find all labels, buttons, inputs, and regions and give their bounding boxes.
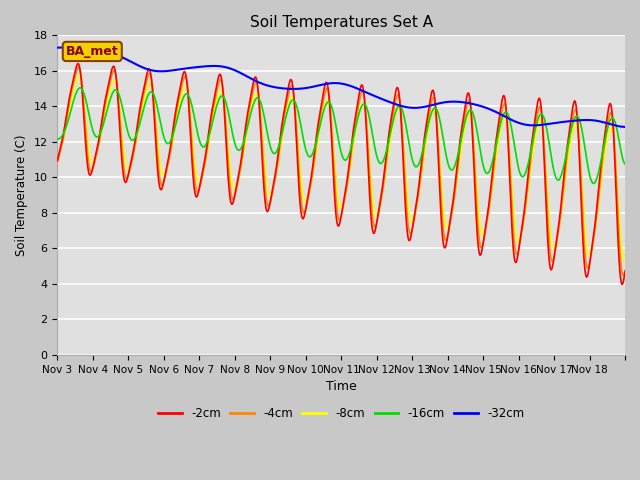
-16cm bbox=[275, 144, 282, 149]
-4cm bbox=[621, 268, 629, 274]
Line: -2cm: -2cm bbox=[58, 63, 625, 285]
-16cm bbox=[433, 106, 440, 112]
-32cm bbox=[253, 79, 261, 84]
-8cm bbox=[401, 154, 408, 159]
-2cm bbox=[275, 147, 282, 153]
-32cm bbox=[621, 124, 629, 130]
-32cm bbox=[73, 44, 81, 50]
Line: -32cm: -32cm bbox=[58, 47, 625, 127]
-32cm bbox=[275, 85, 282, 91]
-8cm bbox=[253, 91, 261, 97]
Title: Soil Temperatures Set A: Soil Temperatures Set A bbox=[250, 15, 433, 30]
X-axis label: Time: Time bbox=[326, 380, 356, 393]
-16cm bbox=[121, 116, 129, 121]
-2cm bbox=[621, 269, 629, 275]
-8cm bbox=[275, 158, 282, 164]
-32cm bbox=[121, 56, 129, 61]
-32cm bbox=[433, 101, 440, 107]
-2cm bbox=[253, 80, 261, 86]
-8cm bbox=[121, 156, 129, 162]
-4cm bbox=[225, 172, 233, 178]
-2cm bbox=[74, 60, 82, 66]
-16cm bbox=[77, 85, 84, 91]
Line: -4cm: -4cm bbox=[58, 67, 625, 275]
-16cm bbox=[54, 136, 61, 142]
-2cm bbox=[401, 186, 408, 192]
-32cm bbox=[225, 65, 233, 71]
-8cm bbox=[433, 116, 440, 121]
-8cm bbox=[54, 153, 61, 159]
-8cm bbox=[75, 73, 83, 79]
-4cm bbox=[121, 171, 129, 177]
-16cm bbox=[401, 115, 408, 121]
-2cm bbox=[433, 116, 440, 121]
-16cm bbox=[253, 95, 261, 101]
-16cm bbox=[621, 161, 629, 167]
-2cm bbox=[225, 186, 233, 192]
Line: -8cm: -8cm bbox=[58, 76, 625, 261]
-4cm bbox=[401, 168, 408, 173]
-4cm bbox=[620, 272, 627, 278]
-2cm bbox=[121, 179, 129, 184]
-4cm bbox=[275, 154, 282, 159]
-4cm bbox=[433, 110, 440, 116]
-32cm bbox=[54, 45, 61, 50]
Y-axis label: Soil Temperature (C): Soil Temperature (C) bbox=[15, 134, 28, 256]
-8cm bbox=[621, 258, 629, 264]
-4cm bbox=[75, 64, 83, 70]
-2cm bbox=[618, 282, 626, 288]
Text: BA_met: BA_met bbox=[66, 45, 118, 58]
-32cm bbox=[401, 104, 408, 109]
-2cm bbox=[54, 157, 61, 163]
-4cm bbox=[54, 159, 61, 165]
Line: -16cm: -16cm bbox=[58, 88, 625, 183]
-4cm bbox=[253, 82, 261, 87]
-8cm bbox=[225, 155, 233, 160]
-16cm bbox=[225, 113, 233, 119]
-16cm bbox=[590, 180, 598, 186]
-8cm bbox=[620, 258, 628, 264]
Legend: -2cm, -4cm, -8cm, -16cm, -32cm: -2cm, -4cm, -8cm, -16cm, -32cm bbox=[153, 402, 529, 425]
